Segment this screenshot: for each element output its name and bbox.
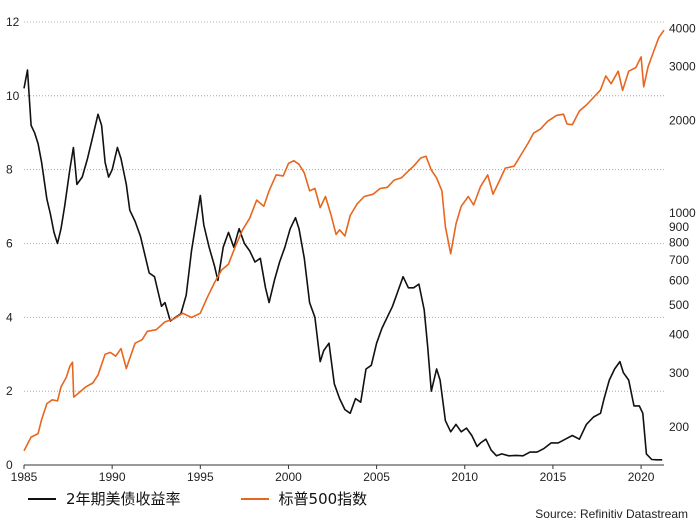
y-right-tick-label: 4000 (669, 21, 696, 35)
y-right-tick-label: 500 (669, 298, 689, 312)
y-right-tick-label: 3000 (669, 60, 696, 74)
series-line-sp500 (23, 29, 665, 452)
y-left-tick-label: 12 (6, 15, 20, 29)
y-left-tick-label: 4 (6, 310, 13, 324)
y-left-tick-label: 8 (6, 163, 13, 177)
y-right-tick-label: 200 (669, 420, 689, 434)
legend-swatch-yield (28, 497, 56, 500)
legend-item-yield: 2年期美债收益率 (28, 488, 181, 509)
left-axis: 0 2 4 6 8 10 12 (6, 15, 20, 472)
y-right-tick-label: 800 (669, 235, 689, 249)
gridlines (24, 21, 664, 466)
y-right-tick-label: 1000 (669, 206, 696, 220)
y-right-tick-label: 300 (669, 366, 689, 380)
y-left-tick-label: 0 (6, 458, 13, 472)
x-axis: 1985 1990 1995 2000 2005 2010 2015 2020 (11, 465, 655, 484)
y-left-tick-label: 2 (6, 384, 13, 398)
x-tick-label: 2010 (451, 470, 478, 484)
y-left-tick-label: 10 (6, 89, 20, 103)
x-tick-label: 1985 (11, 470, 38, 484)
legend-label-sp500: 标普500指数 (278, 490, 368, 508)
legend-swatch-sp500 (240, 497, 269, 500)
y-right-tick-label: 400 (669, 328, 689, 342)
y-right-tick-label: 700 (669, 253, 689, 267)
x-tick-label: 2020 (628, 470, 655, 484)
source-note: Source: Refinitiv Datastream (535, 507, 688, 521)
y-right-tick-label: 600 (669, 274, 689, 288)
x-tick-label: 2000 (275, 470, 302, 484)
y-left-tick-label: 6 (6, 237, 13, 251)
legend-item-sp500: 标普500指数 (240, 488, 368, 509)
y-right-tick-label: 900 (669, 220, 689, 234)
legend-label-yield: 2年期美债收益率 (66, 490, 181, 508)
x-tick-label: 1990 (99, 470, 126, 484)
x-tick-label: 2005 (363, 470, 390, 484)
series-group (23, 29, 665, 461)
legend: 2年期美债收益率 标普500指数 (28, 488, 367, 509)
y-right-tick-label: 2000 (669, 114, 696, 128)
x-tick-label: 2015 (540, 470, 567, 484)
x-tick-label: 1995 (187, 470, 214, 484)
series-line-yield (23, 69, 663, 461)
